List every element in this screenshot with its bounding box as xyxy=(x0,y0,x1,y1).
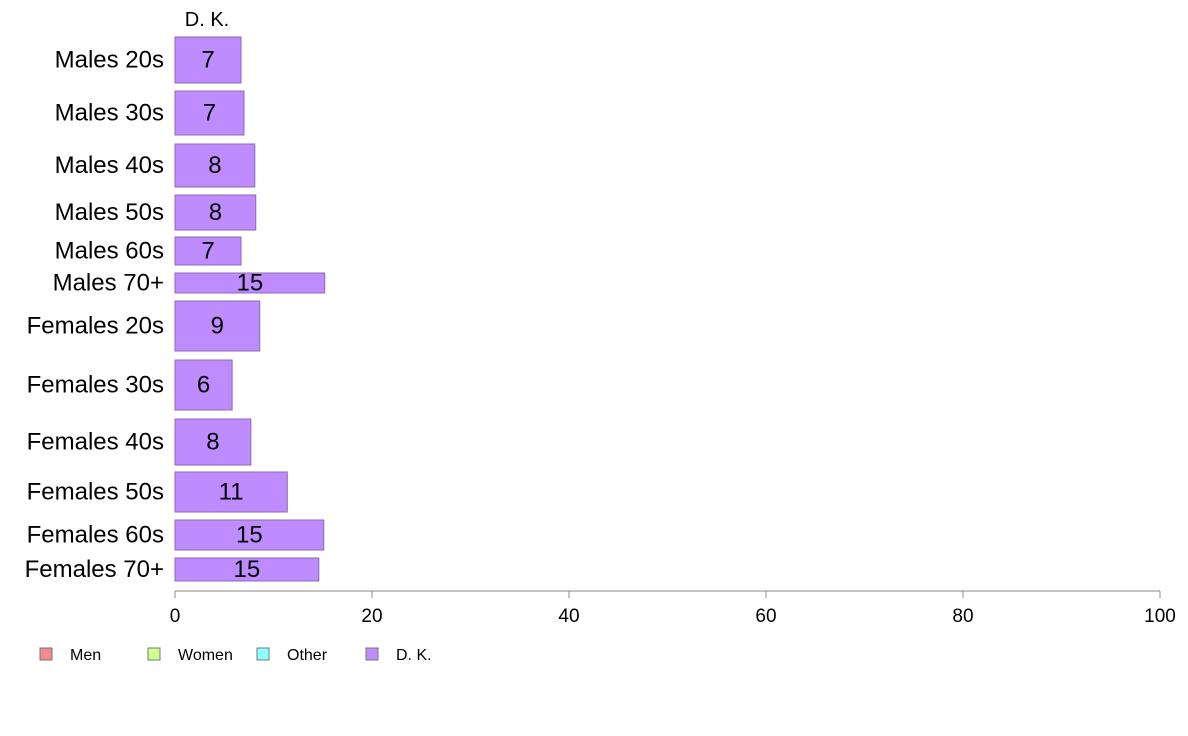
bar-d-k xyxy=(174,418,252,466)
bar-value-label: 8 xyxy=(206,429,219,456)
bar-value-label: 6 xyxy=(197,372,210,399)
category-label: Females 50s xyxy=(27,479,164,506)
bar-d-k xyxy=(174,300,261,352)
legend-label: Men xyxy=(70,647,101,664)
category-label: Males 50s xyxy=(55,199,164,226)
x-tick-label: 0 xyxy=(170,606,181,627)
legend-swatch xyxy=(365,647,379,661)
category-label: Males 40s xyxy=(55,152,164,179)
bar-value-label: 11 xyxy=(219,479,244,506)
series-top-label: D. K. xyxy=(185,9,229,31)
category-label: Females 40s xyxy=(27,429,164,456)
bar-value-label: 15 xyxy=(236,522,263,549)
legend-label: Women xyxy=(178,647,233,664)
bar-value-label: 15 xyxy=(234,556,261,583)
bar-d-k xyxy=(174,272,326,294)
bar-d-k xyxy=(174,557,320,582)
bar-d-k xyxy=(174,359,233,411)
bar-d-k xyxy=(174,36,242,84)
legend-swatch xyxy=(147,647,161,661)
bar-value-label: 7 xyxy=(203,100,216,127)
x-tick-label: 80 xyxy=(952,606,973,627)
x-tick-label: 20 xyxy=(361,606,382,627)
bar-value-label: 8 xyxy=(209,199,222,226)
bar-value-label: 8 xyxy=(208,152,221,179)
bar-d-k xyxy=(174,236,242,266)
bars xyxy=(174,36,326,582)
category-label: Females 70+ xyxy=(25,556,164,583)
bar-d-k xyxy=(174,519,325,551)
bar-value-label: 15 xyxy=(237,270,264,297)
bar-d-k xyxy=(174,90,245,136)
legend-item: Other xyxy=(256,647,328,664)
legend-item: D. K. xyxy=(365,647,432,664)
legend-label: D. K. xyxy=(396,647,432,664)
x-axis: 0 20 40 60 80 100 xyxy=(170,590,1176,627)
legend: Men Women Other D. K. xyxy=(39,647,432,664)
category-labels: Males 20s Males 30s Males 40s Males 50s Male… xyxy=(25,47,164,584)
category-label: Males 70+ xyxy=(53,270,164,297)
bar-value-label: 7 xyxy=(201,47,214,74)
bar-d-k xyxy=(174,143,256,188)
x-tick-label: 100 xyxy=(1144,606,1176,627)
legend-item: Women xyxy=(147,647,233,664)
legend-label: Other xyxy=(287,647,328,664)
bar-value-label: 9 xyxy=(211,313,224,340)
legend-swatch xyxy=(256,647,270,661)
legend-item: Men xyxy=(39,647,101,664)
category-label: Males 60s xyxy=(55,238,164,265)
category-label: Males 20s xyxy=(55,47,164,74)
category-label: Females 60s xyxy=(27,522,164,549)
bar-d-k xyxy=(174,194,257,231)
category-label: Females 20s xyxy=(27,313,164,340)
x-tick-label: 60 xyxy=(755,606,776,627)
legend-swatch xyxy=(39,647,53,661)
x-tick-label: 40 xyxy=(558,606,579,627)
bar-d-k xyxy=(174,471,288,513)
bar-value-label: 7 xyxy=(201,238,214,265)
category-label: Males 30s xyxy=(55,100,164,127)
category-label: Females 30s xyxy=(27,372,164,399)
